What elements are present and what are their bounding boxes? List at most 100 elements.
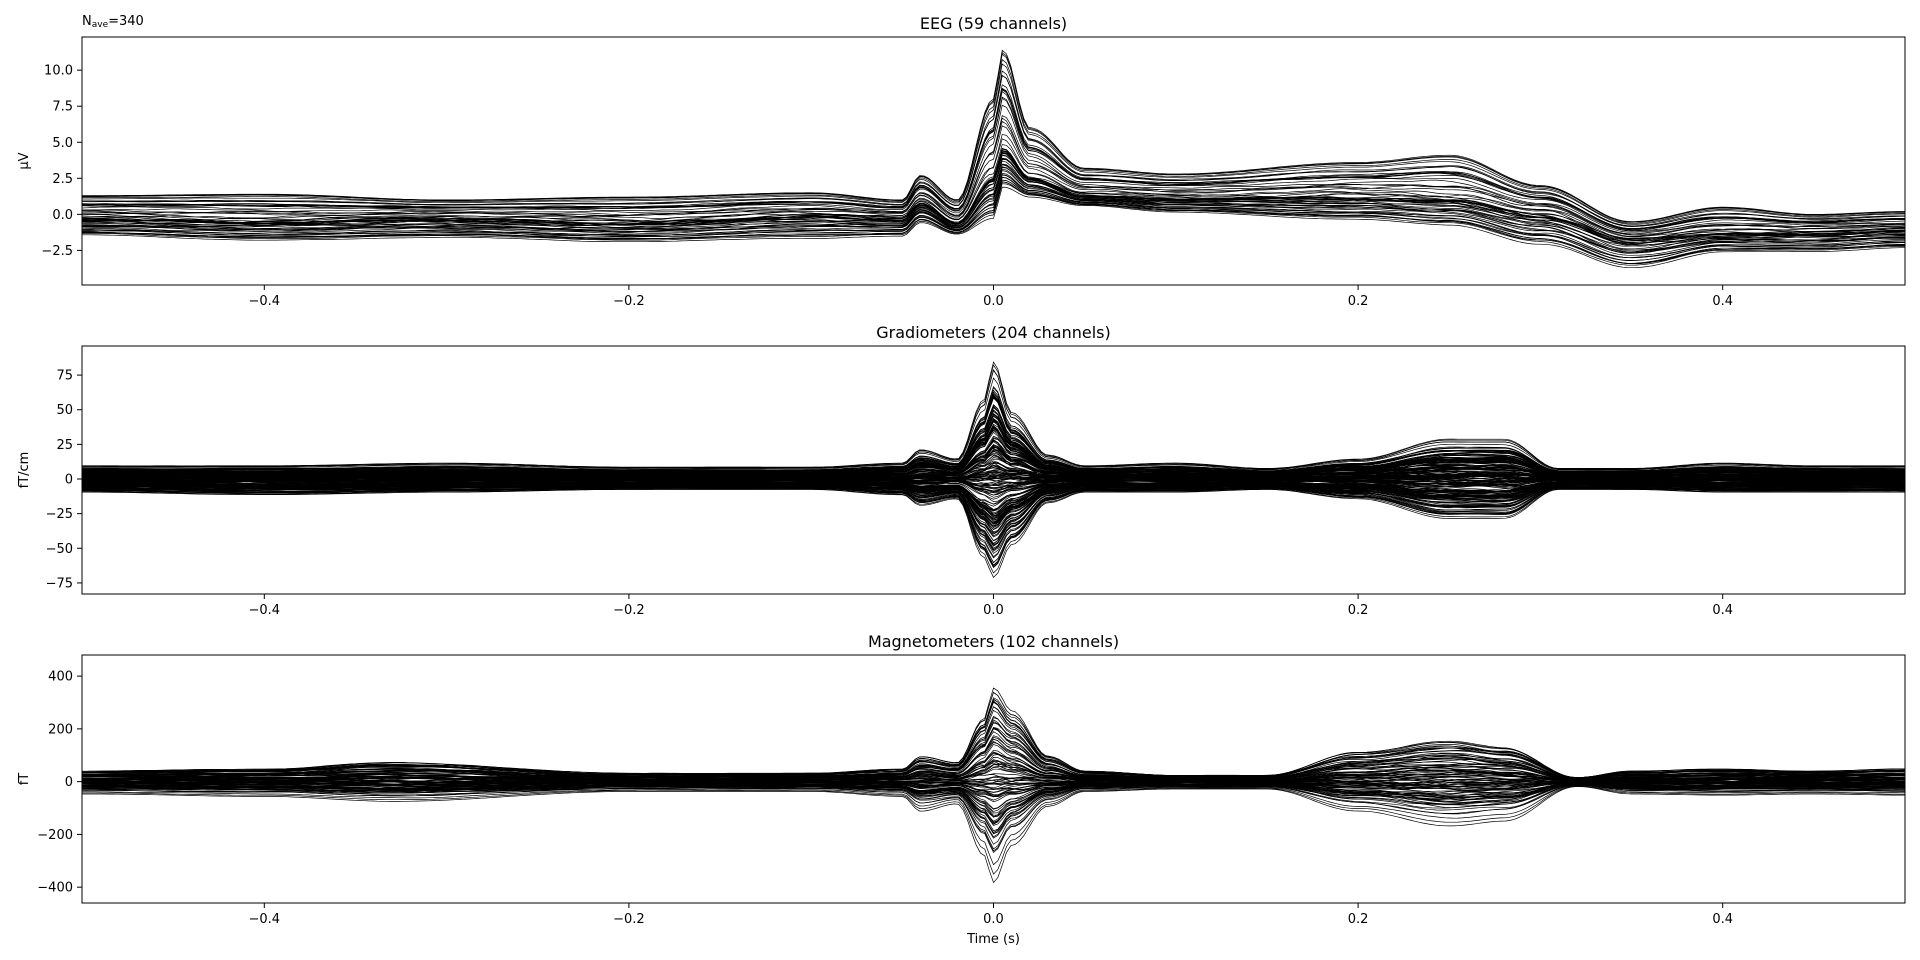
panel-title: EEG (59 channels)	[920, 14, 1067, 33]
x-tick-label: −0.4	[249, 912, 281, 927]
x-tick-label: −0.2	[613, 912, 645, 927]
channel-trace	[82, 387, 1905, 472]
channel-traces	[82, 361, 1905, 579]
y-tick-label: −50	[46, 542, 73, 557]
y-tick-label: 10.0	[44, 64, 73, 79]
y-tick-label: −75	[46, 576, 73, 591]
x-tick-label: −0.2	[613, 294, 645, 309]
y-tick-label: 400	[48, 670, 73, 685]
channel-trace	[82, 691, 1905, 778]
nave-annotation: Nave=340	[82, 14, 144, 30]
channel-trace	[82, 97, 1905, 232]
channel-trace	[82, 377, 1905, 471]
channel-traces	[82, 49, 1905, 269]
channel-trace	[82, 49, 1905, 222]
channel-trace	[82, 785, 1905, 875]
y-tick-label: 7.5	[52, 100, 73, 115]
axes-frame	[81, 36, 1906, 286]
x-tick-label: 0.0	[983, 294, 1004, 309]
channel-trace	[82, 784, 1905, 845]
channel-trace	[82, 186, 1905, 269]
y-tick-label: 75	[56, 369, 73, 384]
x-tick-label: 0.0	[983, 603, 1004, 618]
channel-trace	[82, 449, 1905, 478]
channel-trace	[82, 369, 1905, 470]
channel-trace	[82, 53, 1905, 223]
channel-trace	[82, 170, 1905, 256]
y-tick-label: 50	[56, 403, 73, 418]
x-tick-label: 0.2	[1348, 294, 1369, 309]
panel-2: −0.4 −0.2 0.0 0.2 0.4 −75 −50 −25 0 25 50 75 Gradiom…	[17, 323, 1906, 618]
channel-trace	[82, 717, 1905, 780]
channel-trace	[82, 88, 1905, 230]
channel-trace	[82, 176, 1905, 261]
y-tick-label: −25	[46, 507, 73, 522]
y-tick-label: 2.5	[52, 172, 73, 187]
channel-trace	[82, 752, 1905, 781]
y-tick-label: −200	[37, 828, 73, 843]
channel-trace	[82, 70, 1905, 227]
panel-1: −0.4 −0.2 0.0 0.2 0.4 −2.5 0.0 2.5 5.0 7.5 10.0 EEG…	[17, 14, 1906, 309]
x-axis-label: Time (s)	[966, 932, 1020, 947]
channel-trace	[82, 469, 1905, 479]
channel-trace	[82, 480, 1905, 502]
channel-trace	[82, 759, 1905, 782]
channel-trace	[82, 776, 1905, 783]
channel-trace	[82, 75, 1905, 227]
channel-traces	[82, 687, 1905, 884]
channel-trace	[82, 153, 1905, 243]
channel-trace	[82, 782, 1905, 814]
y-axis-label: µV	[17, 152, 32, 169]
channel-trace	[82, 706, 1905, 779]
channel-trace	[82, 488, 1905, 569]
x-tick-label: 0.2	[1348, 912, 1369, 927]
channel-trace	[82, 166, 1905, 254]
channel-trace	[82, 423, 1905, 475]
channel-trace	[82, 104, 1905, 233]
channel-trace	[82, 158, 1905, 250]
channel-trace	[82, 478, 1905, 487]
channel-trace	[82, 481, 1905, 510]
channel-trace	[82, 120, 1905, 236]
channel-trace	[82, 157, 1905, 246]
y-tick-label: 0	[65, 775, 73, 790]
x-tick-label: 0.4	[1712, 603, 1733, 618]
channel-trace	[82, 487, 1905, 567]
channel-trace	[82, 781, 1905, 790]
channel-trace	[82, 59, 1905, 224]
channel-trace	[82, 728, 1905, 780]
channel-trace	[82, 150, 1905, 242]
y-tick-label: 0	[65, 473, 73, 488]
channel-trace	[82, 181, 1905, 265]
y-tick-label: 200	[48, 722, 73, 737]
channel-trace	[82, 63, 1905, 225]
channel-trace	[82, 482, 1905, 520]
channel-trace	[82, 479, 1905, 486]
channel-trace	[82, 784, 1905, 850]
channel-trace	[82, 125, 1905, 237]
channel-trace	[82, 407, 1905, 473]
channel-trace	[82, 786, 1905, 884]
channel-trace	[82, 485, 1905, 551]
channel-trace	[82, 96, 1905, 231]
channel-trace	[82, 364, 1905, 470]
x-tick-label: −0.2	[613, 603, 645, 618]
panel-3: −0.4 −0.2 0.0 0.2 0.4 −400 −200 0 200 400 Magnetom…	[17, 632, 1906, 947]
channel-trace	[82, 783, 1905, 835]
channel-trace	[82, 164, 1905, 251]
panel-title: Magnetometers (102 channels)	[868, 632, 1119, 651]
channel-trace	[82, 483, 1905, 524]
y-tick-label: 25	[56, 438, 73, 453]
y-axis-label: fT/cm	[17, 452, 32, 489]
channel-trace	[82, 473, 1905, 480]
channel-trace	[82, 785, 1905, 866]
channel-trace	[82, 487, 1905, 564]
channel-trace	[82, 415, 1905, 475]
panel-title: Gradiometers (204 channels)	[876, 323, 1110, 342]
x-tick-label: −0.4	[249, 603, 281, 618]
channel-trace	[82, 721, 1905, 780]
y-tick-label: −2.5	[41, 244, 73, 259]
channel-trace	[82, 489, 1905, 579]
